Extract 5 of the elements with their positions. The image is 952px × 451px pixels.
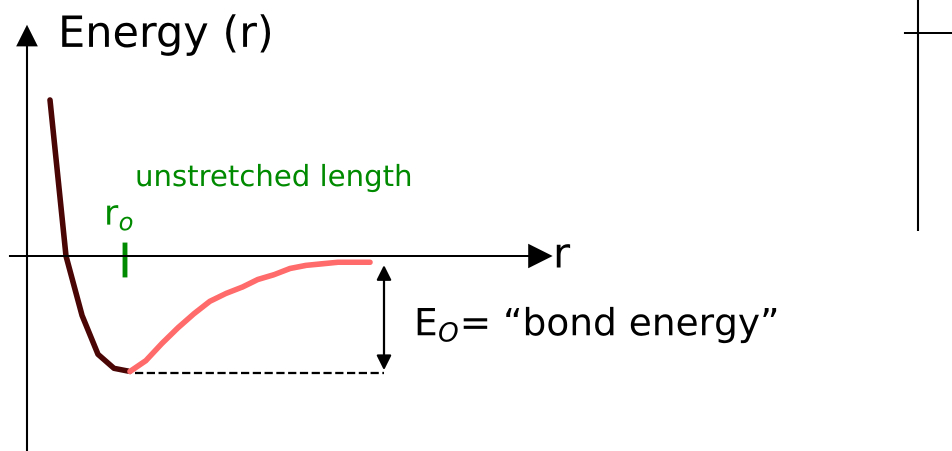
y-axis-title: Energy (r) xyxy=(62,14,270,56)
x-axis-title: r xyxy=(556,244,570,268)
annotation: unstretched length xyxy=(137,164,410,192)
annotation: r$_{o}$ xyxy=(107,205,132,231)
text: E$_{O}$= “bond energy” xyxy=(418,306,776,344)
